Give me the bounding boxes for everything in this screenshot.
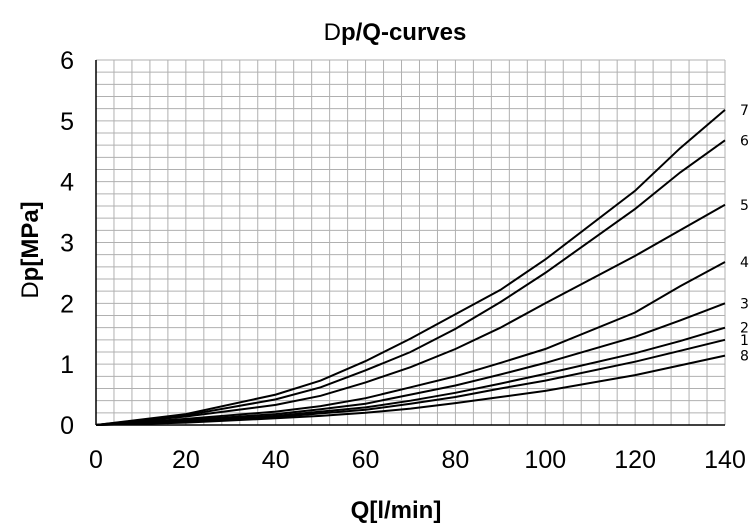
chart-title-main: p/Q-curves <box>341 19 466 46</box>
y-tick-label: 5 <box>60 108 74 136</box>
series-label-6: 6 <box>740 133 749 149</box>
series-labels: 7 6 5 4 3 218 <box>740 103 749 365</box>
series-line-1 <box>95 338 726 426</box>
series-line-2 <box>95 326 726 426</box>
x-tick-label: 20 <box>172 446 200 474</box>
series-line-6 <box>95 139 726 426</box>
y-axis-label-prefix: D <box>17 281 44 298</box>
x-tick-label: 100 <box>524 446 566 474</box>
x-tick-label: 140 <box>704 446 746 474</box>
series-label-8: 8 <box>740 349 749 365</box>
x-tick-label: 120 <box>614 446 656 474</box>
x-axis-label: Q[l/min] <box>351 497 442 524</box>
y-tick-label: 3 <box>60 230 74 258</box>
series-label-2: 2 <box>740 321 749 337</box>
y-tick-label: 4 <box>60 169 74 197</box>
y-tick-label: 2 <box>60 290 74 318</box>
series-lines <box>95 109 726 426</box>
y-axis-label: Dp[MPa] <box>17 201 44 298</box>
series-label-4: 4 <box>740 255 749 271</box>
y-tick-label: 0 <box>60 412 74 440</box>
x-tick-label: 40 <box>262 446 290 474</box>
series-label-5: 5 <box>740 198 749 214</box>
chart-title-prefix: D <box>324 19 341 46</box>
y-tick-label: 1 <box>60 351 74 379</box>
series-line-8 <box>95 354 726 426</box>
x-tick-label: 60 <box>352 446 380 474</box>
y-axis-label-main: p[MPa] <box>17 201 44 281</box>
series-label-1: 1 <box>740 333 749 349</box>
grid <box>95 59 726 426</box>
series-line-4 <box>95 261 726 426</box>
series-label-3: 3 <box>740 296 749 312</box>
x-tick-label: 80 <box>442 446 470 474</box>
chart-title: Dp/Q-curves <box>324 19 467 46</box>
y-tick-labels: 0 1 2 3 4 5 6 <box>60 47 74 440</box>
series-line-3 <box>95 302 726 426</box>
series-line-7 <box>95 109 726 426</box>
y-tick-label: 6 <box>60 47 74 75</box>
series-label-7: 7 <box>740 103 749 119</box>
x-tick-label: 0 <box>89 446 103 474</box>
axes <box>95 60 725 426</box>
series-line-5 <box>95 203 726 426</box>
x-tick-labels: 0 20 40 60 80 100 120 140 <box>89 446 746 474</box>
